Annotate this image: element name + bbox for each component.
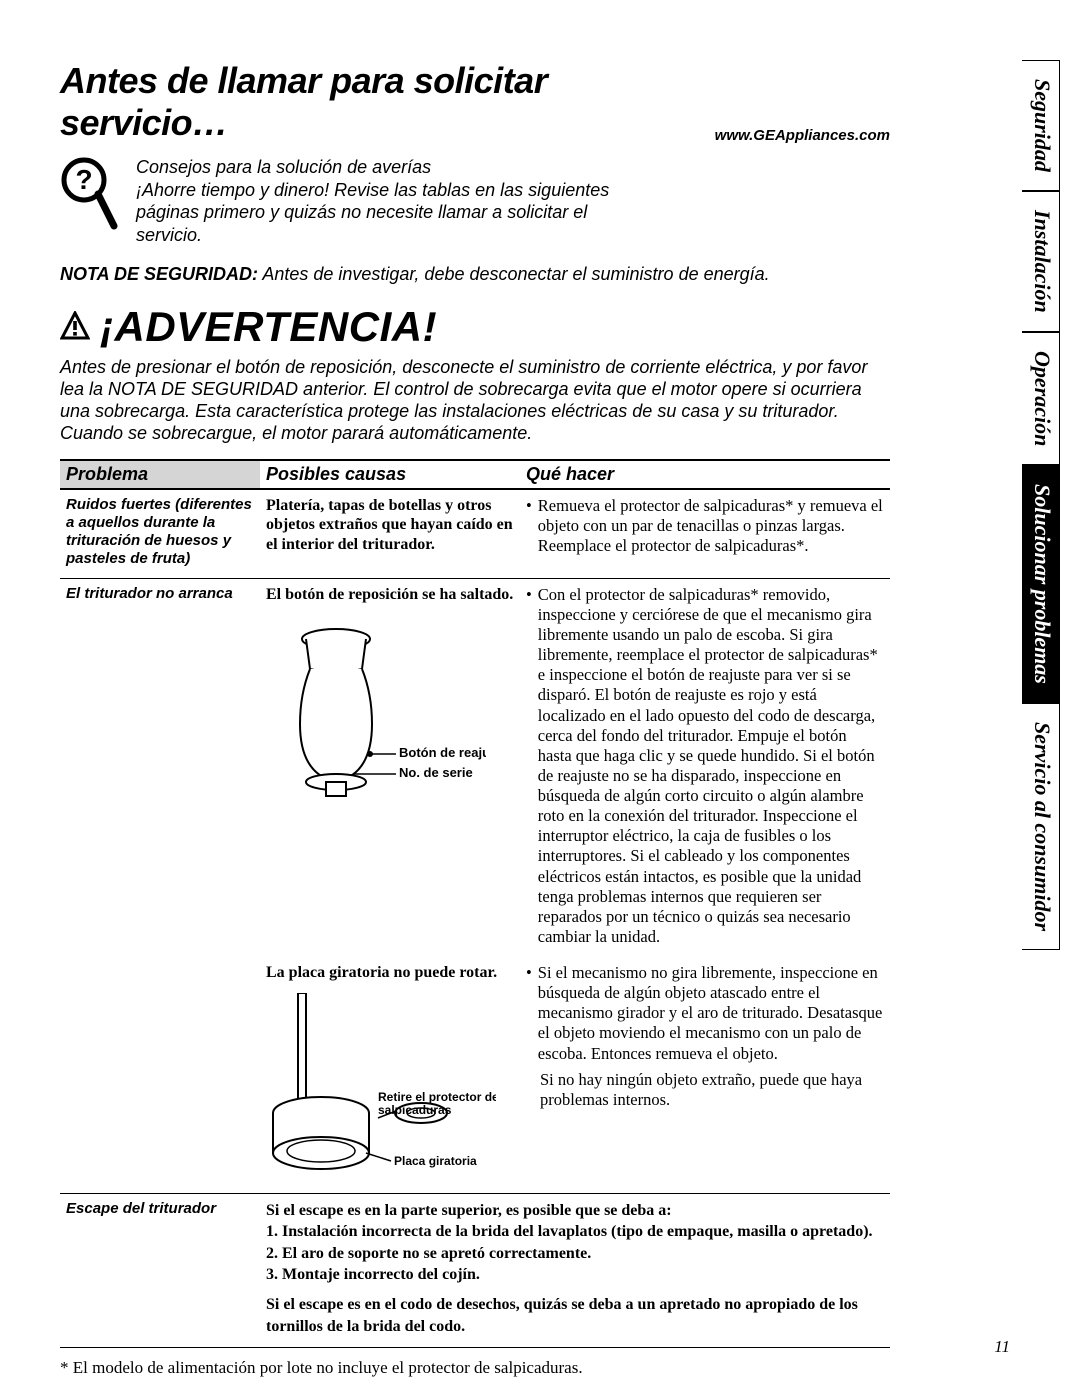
tab-servicio[interactable]: Servicio al consumidor [1022,703,1060,950]
page-number: 11 [994,1337,1010,1357]
th-problem: Problema [60,460,260,489]
tips-text: Consejos para la solución de averías ¡Ah… [136,156,656,246]
table-row: El triturador no arranca El botón de rep… [60,578,890,957]
disposer-diagram: Botón de reajuste No. de serie [266,614,514,814]
warning-body: Antes de presionar el botón de reposició… [60,357,890,445]
action-text: Si no hay ningún objeto extraño, puede q… [526,1070,884,1110]
label-serial: No. de serie [399,765,473,780]
svg-text:salpicaduras: salpicaduras [378,1103,452,1117]
footnote: * El modelo de alimentación por lote no … [60,1358,890,1378]
cause-item: 2. El aro de soporte no se apretó correc… [266,1243,884,1265]
turntable-diagram: Retire el protector de salpicaduras Plac… [266,993,514,1183]
svg-text:Retire el protector de: Retire el protector de [378,1090,496,1104]
tab-operacion[interactable]: Operación [1022,332,1060,465]
cell-problem: Escape del triturador [60,1193,260,1348]
tips-line2: ¡Ahorre tiempo y dinero! Revise las tabl… [136,179,656,247]
cause-item: 1. Instalación incorrecta de la brida de… [266,1221,884,1243]
cell-problem [60,957,260,1193]
table-row: Escape del triturador Si el escape es en… [60,1193,890,1348]
tab-seguridad[interactable]: Seguridad [1022,60,1060,191]
cell-cause: El botón de reposición se ha saltado. [260,578,520,957]
action-text: Remueva el protector de salpicaduras* y … [538,496,884,556]
table-row: La placa giratoria no puede rotar. [60,957,890,1193]
cell-cause: Platería, tapas de botellas y otros obje… [260,489,520,579]
cause-intro: Si el escape es en la parte superior, es… [266,1200,884,1222]
cell-problem: Ruidos fuertes (diferentes a aquellos du… [60,489,260,579]
cell-problem: El triturador no arranca [60,578,260,957]
tab-instalacion[interactable]: Instalación [1022,191,1060,332]
safety-note-label: NOTA DE SEGURIDAD: [60,264,258,284]
warning-heading-text: ¡ADVERTENCIA! [100,303,437,351]
action-text: Si el mecanismo no gira libremente, insp… [538,963,884,1064]
safety-note-text: Antes de investigar, debe desconectar el… [258,264,770,284]
tab-solucionar[interactable]: Solucionar problemas [1022,465,1060,703]
cell-action: •Con el protector de salpicaduras* remov… [520,578,890,957]
tips-line1: Consejos para la solución de averías [136,156,656,179]
troubleshooting-table: Problema Posibles causas Qué hacer Ruido… [60,459,890,1348]
cell-cause: La placa giratoria no puede rotar. [260,957,520,1193]
label-reset: Botón de reajuste [399,745,486,760]
side-tabs: Seguridad Instalación Operación Solucion… [1022,60,1060,1340]
safety-note: NOTA DE SEGURIDAD: Antes de investigar, … [60,264,890,285]
action-text: Con el protector de salpicaduras* removi… [538,585,884,947]
cell-action: •Si el mecanismo no gira libremente, ins… [520,957,890,1193]
svg-text:?: ? [75,164,92,195]
cause-text: El botón de reposición se ha saltado. [266,585,514,605]
warning-heading: ¡ADVERTENCIA! [60,303,890,351]
warning-triangle-icon [60,303,90,351]
page-title: Antes de llamar para solicitar servicio… [60,60,715,144]
table-row: Ruidos fuertes (diferentes a aquellos du… [60,489,890,579]
cause-text: La placa giratoria no puede rotar. [266,963,514,983]
cause-bottom: Si el escape es en el codo de desechos, … [266,1294,884,1337]
cell-action: •Remueva el protector de salpicaduras* y… [520,489,890,579]
brand-url: www.GEAppliances.com [715,127,890,144]
th-cause: Posibles causas [260,460,520,489]
magnifier-question-icon: ? [60,156,118,232]
th-action: Qué hacer [520,460,890,489]
svg-text:Placa giratoria: Placa giratoria [394,1154,477,1168]
cause-item: 3. Montaje incorrecto del cojín. [266,1264,884,1286]
cell-cause: Si el escape es en la parte superior, es… [260,1193,890,1348]
